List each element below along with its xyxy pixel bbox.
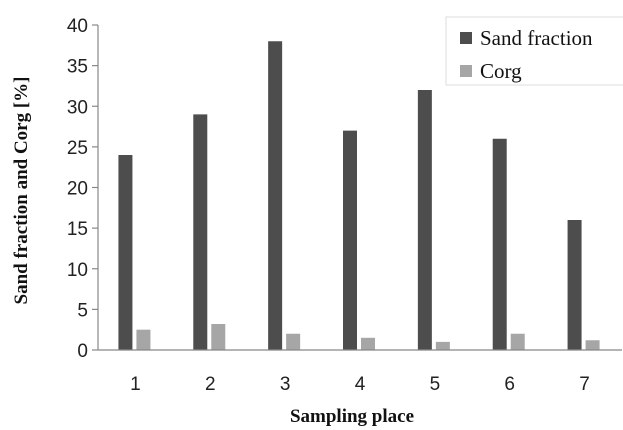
bars xyxy=(118,41,600,350)
bar-sand-fraction-2 xyxy=(193,114,208,350)
y-tick-label: 5 xyxy=(77,300,88,321)
y-tick-label: 15 xyxy=(67,219,88,240)
y-tick-label: 10 xyxy=(67,260,88,281)
y-tick-label: 35 xyxy=(67,57,88,78)
y-tick-label: 20 xyxy=(67,179,88,200)
bar-corg-2 xyxy=(211,324,226,350)
y-tick-label: 25 xyxy=(67,138,88,159)
x-axis-ticks: 1 2 3 4 5 6 7 xyxy=(130,374,590,395)
legend-swatch-corg xyxy=(460,65,472,77)
bar-sand-fraction-6 xyxy=(492,138,507,350)
bar-sand-fraction-1 xyxy=(118,155,133,350)
y-tick-label: 40 xyxy=(67,16,88,37)
bar-sand-fraction-4 xyxy=(343,130,357,350)
bar-corg-1 xyxy=(136,329,151,350)
x-tick-label: 5 xyxy=(430,374,441,395)
legend-label-corg: Corg xyxy=(480,59,522,83)
y-tick-label: 30 xyxy=(67,97,88,118)
bar-corg-7 xyxy=(585,340,600,350)
y-tick-label: 0 xyxy=(77,341,88,362)
legend-box xyxy=(445,16,623,86)
x-tick-label: 7 xyxy=(579,374,590,395)
legend-swatch-sand-fraction xyxy=(460,32,472,44)
bar-sand-fraction-7 xyxy=(567,220,582,350)
bar-corg-5 xyxy=(435,341,450,350)
bar-corg-4 xyxy=(361,337,375,350)
x-tick-label: 6 xyxy=(504,374,515,395)
bar-sand-fraction-5 xyxy=(417,90,432,350)
bar-sand-fraction-3 xyxy=(268,41,283,350)
legend: Sand fraction Corg xyxy=(445,16,623,86)
x-tick-label: 1 xyxy=(130,374,141,395)
y-axis-ticks: 0 5 10 15 20 25 30 35 40 xyxy=(67,16,98,362)
y-axis-title: Sand fraction and Corg [%] xyxy=(11,76,32,304)
x-tick-label: 2 xyxy=(205,374,216,395)
x-axis-title: Sampling place xyxy=(290,406,414,427)
bar-corg-3 xyxy=(286,333,301,350)
x-tick-label: 4 xyxy=(355,374,366,395)
bar-corg-6 xyxy=(510,333,525,350)
legend-label-sand-fraction: Sand fraction xyxy=(480,26,593,50)
x-tick-label: 3 xyxy=(280,374,291,395)
